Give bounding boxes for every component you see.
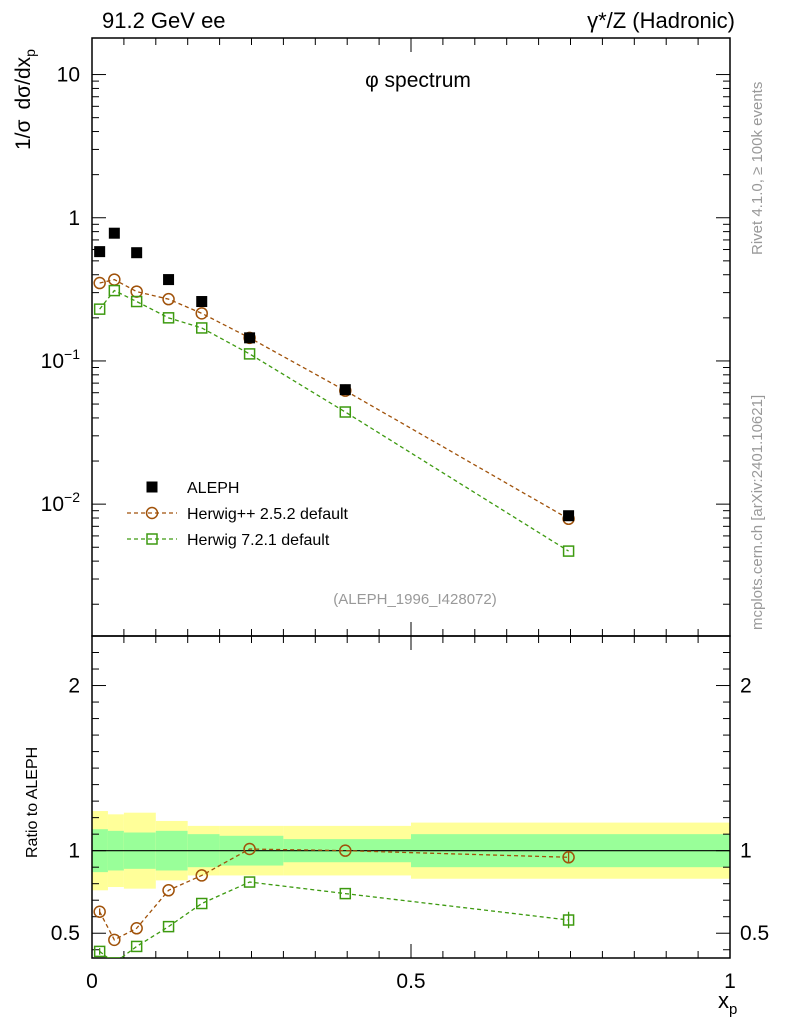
main-data-point (131, 247, 143, 259)
ratio-data-point (562, 851, 575, 864)
main-data-point (93, 303, 106, 315)
main-data-point (162, 312, 175, 324)
legend-marker (146, 533, 158, 545)
ratio-data-point (108, 933, 121, 947)
main-data-point (563, 510, 575, 522)
ratio-y-tick-label: 1 (68, 840, 80, 863)
main-markers-0 (94, 227, 575, 522)
ratio-y-tick-label: 2 (68, 675, 80, 698)
ratio-plot-frame (91, 635, 731, 959)
main-y-tick-label: 10 (57, 64, 80, 87)
ratio-data-point (195, 869, 208, 882)
ratio-y-tick-label-right: 0.5 (740, 922, 769, 945)
analysis-tag: (ALEPH_1996_I428072) (333, 591, 496, 608)
main-series-line (99, 289, 569, 552)
legend-item: Herwig++ 2.5.2 default (127, 506, 349, 523)
x-tick-label: 1 (724, 970, 736, 993)
legend-label: Herwig 7.2.1 default (187, 532, 330, 549)
main-y-tick-label: 10−2 (41, 489, 81, 516)
main-data-point (195, 307, 208, 320)
ratio-series-line (99, 848, 569, 941)
main-data-point (195, 322, 208, 334)
mcplots-reference-label: mcplots.cern.ch [arXiv:2401.10621] (749, 395, 766, 630)
main-data-point (162, 292, 175, 306)
main-data-point (108, 284, 121, 297)
x-tick-label: 0 (86, 970, 98, 993)
x-tick-label: 0.5 (396, 970, 425, 993)
main-data-point (94, 246, 106, 258)
main-markers-2 (93, 284, 575, 557)
ratio-data-point (243, 876, 256, 888)
ratio-series-line (99, 881, 569, 958)
main-y-tick-label: 1 (68, 207, 80, 230)
ratio-y-tick-label-right: 2 (740, 675, 752, 698)
main-data-point (244, 332, 256, 344)
legend-item: Herwig 7.2.1 default (127, 532, 330, 549)
svg-text:1/σdσ/dxp: 1/σdσ/dxp (12, 49, 38, 150)
ratio-data-point (162, 920, 175, 933)
ratio-data-point (243, 842, 256, 856)
legend-marker (145, 506, 159, 520)
main-data-point (93, 276, 106, 290)
main-series-1 (99, 278, 569, 520)
ratio-y-tick-label-right: 1 (740, 840, 752, 863)
main-data-point (130, 295, 143, 308)
main-data-point (196, 296, 208, 308)
main-y-axis-label: 1/σdσ/dxp (12, 49, 38, 150)
legend-label: ALEPH (187, 480, 239, 497)
main-data-point (243, 348, 256, 360)
legend-label: Herwig++ 2.5.2 default (187, 506, 349, 523)
ratio-data-point (93, 945, 106, 958)
ratio-data-point (562, 914, 575, 926)
main-data-point (339, 384, 351, 396)
main-data-point (108, 227, 120, 239)
ratio-data-point (93, 905, 106, 919)
main-series-line (99, 278, 569, 520)
plot-title: φ spectrum (365, 69, 471, 92)
header-energy-label: 91.2 GeV ee (102, 8, 226, 33)
ratio-series-1 (93, 876, 575, 958)
ratio-data-point (130, 922, 143, 935)
ratio-data-point (339, 887, 352, 900)
ratio-series-0 (93, 842, 575, 947)
main-data-point (130, 285, 143, 298)
legend-item: ALEPH (146, 480, 239, 497)
ratio-y-tick-label: 0.5 (51, 922, 80, 945)
main-data-point (339, 406, 352, 418)
rivet-version-label: Rivet 4.1.0, ≥ 100k events (749, 82, 766, 255)
ratio-data-point (195, 897, 208, 910)
legend-marker (146, 481, 158, 493)
ratio-data-point (162, 884, 175, 897)
ratio-data-point (130, 940, 143, 953)
ratio-y-axis-label: Ratio to ALEPH (24, 747, 41, 858)
main-series-2 (99, 289, 569, 552)
header-process-label: γ*/Z (Hadronic) (587, 8, 735, 33)
main-markers-1 (93, 273, 575, 526)
ratio-data-point (339, 844, 352, 857)
main-data-point (163, 274, 175, 286)
main-data-point (562, 545, 575, 557)
ratio-data-point (108, 957, 121, 958)
main-y-tick-label: 10−1 (41, 346, 81, 373)
